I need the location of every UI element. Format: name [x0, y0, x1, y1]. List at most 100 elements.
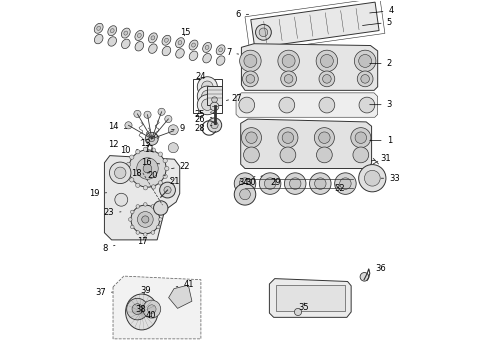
Circle shape — [130, 155, 134, 159]
Ellipse shape — [216, 56, 225, 65]
Circle shape — [142, 216, 149, 223]
Circle shape — [153, 201, 168, 215]
Ellipse shape — [108, 37, 117, 46]
Circle shape — [210, 102, 219, 111]
Ellipse shape — [189, 40, 198, 50]
Text: 21: 21 — [169, 177, 179, 186]
Circle shape — [163, 174, 167, 179]
Text: 25: 25 — [195, 110, 212, 119]
Circle shape — [359, 54, 371, 67]
Circle shape — [125, 122, 132, 129]
Ellipse shape — [125, 294, 158, 330]
Ellipse shape — [95, 34, 103, 44]
Text: 7: 7 — [226, 48, 239, 57]
Circle shape — [259, 28, 268, 37]
Circle shape — [115, 167, 126, 179]
Circle shape — [163, 158, 167, 163]
Text: 32: 32 — [334, 184, 344, 193]
Text: 27: 27 — [226, 94, 242, 103]
Circle shape — [242, 128, 262, 148]
Ellipse shape — [203, 42, 212, 53]
Circle shape — [159, 218, 162, 221]
Ellipse shape — [178, 41, 182, 45]
Text: 11: 11 — [144, 145, 154, 154]
Ellipse shape — [148, 44, 157, 53]
Circle shape — [131, 205, 160, 234]
Circle shape — [315, 178, 326, 189]
Circle shape — [158, 152, 163, 156]
Circle shape — [335, 173, 356, 194]
Circle shape — [143, 300, 161, 318]
Circle shape — [132, 304, 143, 315]
Text: 35: 35 — [299, 303, 309, 312]
Circle shape — [143, 164, 152, 173]
Circle shape — [137, 158, 158, 179]
Circle shape — [285, 173, 306, 194]
Circle shape — [157, 210, 160, 214]
Circle shape — [143, 186, 147, 190]
Circle shape — [316, 50, 338, 72]
Text: 15: 15 — [180, 28, 191, 37]
Circle shape — [164, 186, 171, 194]
Circle shape — [136, 204, 140, 208]
Bar — [207, 86, 222, 105]
Text: 13: 13 — [141, 136, 155, 148]
Circle shape — [151, 231, 155, 234]
Circle shape — [168, 125, 178, 135]
Circle shape — [126, 170, 131, 175]
Text: 4: 4 — [369, 6, 393, 15]
Circle shape — [310, 173, 331, 194]
Circle shape — [317, 147, 332, 163]
Ellipse shape — [97, 26, 100, 30]
Text: 16: 16 — [141, 158, 160, 167]
Text: 22: 22 — [172, 162, 190, 171]
Circle shape — [146, 132, 158, 145]
Ellipse shape — [94, 23, 103, 33]
Circle shape — [160, 182, 175, 198]
Circle shape — [282, 132, 294, 143]
Circle shape — [136, 150, 140, 154]
Text: 39: 39 — [140, 286, 151, 295]
Polygon shape — [169, 285, 192, 309]
Circle shape — [240, 189, 250, 200]
Circle shape — [158, 108, 165, 116]
Circle shape — [239, 178, 251, 189]
Circle shape — [212, 97, 218, 103]
Circle shape — [109, 162, 131, 184]
Circle shape — [246, 75, 255, 83]
Ellipse shape — [110, 29, 114, 33]
Text: 31: 31 — [371, 154, 391, 163]
Circle shape — [136, 231, 140, 234]
Ellipse shape — [124, 31, 128, 35]
Text: 10: 10 — [121, 146, 138, 155]
Circle shape — [278, 128, 298, 148]
Circle shape — [265, 178, 276, 189]
Text: 34: 34 — [238, 176, 255, 187]
Circle shape — [128, 218, 132, 221]
Text: 36: 36 — [369, 265, 386, 274]
Circle shape — [243, 71, 258, 87]
Circle shape — [319, 71, 335, 87]
Circle shape — [197, 86, 218, 106]
Ellipse shape — [203, 54, 211, 63]
Text: 3: 3 — [370, 100, 392, 109]
Circle shape — [244, 147, 259, 163]
Circle shape — [130, 178, 134, 182]
Circle shape — [318, 132, 330, 143]
Circle shape — [144, 233, 147, 236]
Circle shape — [355, 132, 367, 143]
Ellipse shape — [122, 39, 130, 49]
Text: 9: 9 — [172, 123, 185, 132]
Circle shape — [240, 50, 261, 72]
Circle shape — [130, 225, 134, 229]
Text: 18: 18 — [131, 169, 150, 178]
Circle shape — [354, 50, 376, 72]
Circle shape — [319, 97, 335, 113]
Circle shape — [244, 54, 257, 67]
Bar — [193, 79, 221, 113]
Circle shape — [259, 173, 281, 194]
Polygon shape — [236, 93, 378, 117]
Text: 6: 6 — [235, 10, 249, 19]
Ellipse shape — [122, 28, 130, 38]
Text: 12: 12 — [108, 140, 127, 149]
